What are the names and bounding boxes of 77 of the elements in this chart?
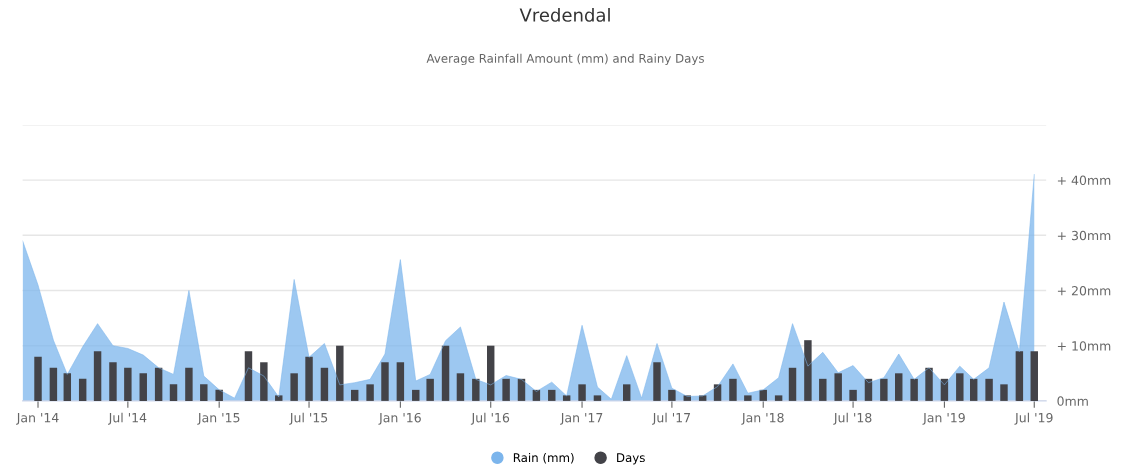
bar [366,384,374,401]
bar [895,373,903,401]
bar [502,378,510,401]
bar [759,389,767,401]
bar [63,373,72,401]
bar [185,367,193,401]
bar [819,378,827,401]
bar [244,351,253,401]
bar [985,378,993,401]
bar [593,395,602,401]
bar [925,367,933,401]
x-tick-label: Jul '18 [833,412,872,425]
chart-title: Vredendal [519,7,610,22]
bar [562,395,571,401]
x-tick-label: Jan '17 [560,413,603,425]
bar [336,345,344,401]
bar [93,351,102,401]
bar [78,378,87,401]
legend-label: Days [617,453,645,465]
y-tick-label: + 40mm [1057,175,1111,186]
bar [49,367,58,401]
bar [969,378,978,401]
x-tick-label: Jul '15 [289,412,328,425]
x-tick-label: Jan '16 [378,412,421,425]
x-tick-label: Jan '19 [922,412,965,425]
bar [320,367,329,401]
bar [653,362,661,401]
x-tick-label: Jan '15 [197,413,240,425]
bar [849,389,857,401]
bar [305,356,313,401]
bar [124,367,132,401]
bar [441,345,450,401]
bar [200,384,208,401]
x-tick-label: Jul '14 [108,412,147,425]
y-tick-label: + 10mm [1057,341,1111,351]
bar [215,389,223,401]
bar [396,362,405,401]
bar [744,395,752,401]
bar [729,378,737,401]
bar [548,389,556,401]
bar [169,384,178,401]
bar [1015,351,1024,401]
bar [623,384,631,401]
bar [880,378,888,401]
y-tick-label: 0mm [1057,396,1088,406]
bar [109,362,117,401]
bar [486,345,495,401]
bar [412,389,420,401]
legend-label: Rain (mm) [513,452,574,464]
y-tick-label: + 20mm [1057,285,1111,296]
bar [910,378,918,401]
bar [774,395,783,401]
bar [350,389,359,401]
bar [472,378,480,401]
bar [578,384,586,401]
y-tick-label: + 30mm [1057,230,1111,241]
bar [154,367,163,401]
x-tick-label: Jul '19 [1014,412,1053,425]
bar [788,367,797,401]
bar [956,373,964,401]
bar [139,373,147,401]
bar [834,373,842,401]
chart-subtitle: Average Rainfall Amount (mm) and Rainy Days [426,53,704,66]
x-tick-label: Jul '17 [652,412,691,425]
bar [260,362,268,401]
bar [290,373,298,401]
bar [426,378,434,401]
bar [381,362,389,401]
bar [34,356,42,401]
bar [456,373,465,401]
x-tick-label: Jan '18 [741,412,784,425]
bar [804,340,812,401]
x-tick-label: Jan '14 [16,413,59,425]
x-tick-label: Jul '16 [470,412,510,425]
bar [668,389,676,401]
bar [1030,351,1038,401]
bar [1000,384,1008,401]
